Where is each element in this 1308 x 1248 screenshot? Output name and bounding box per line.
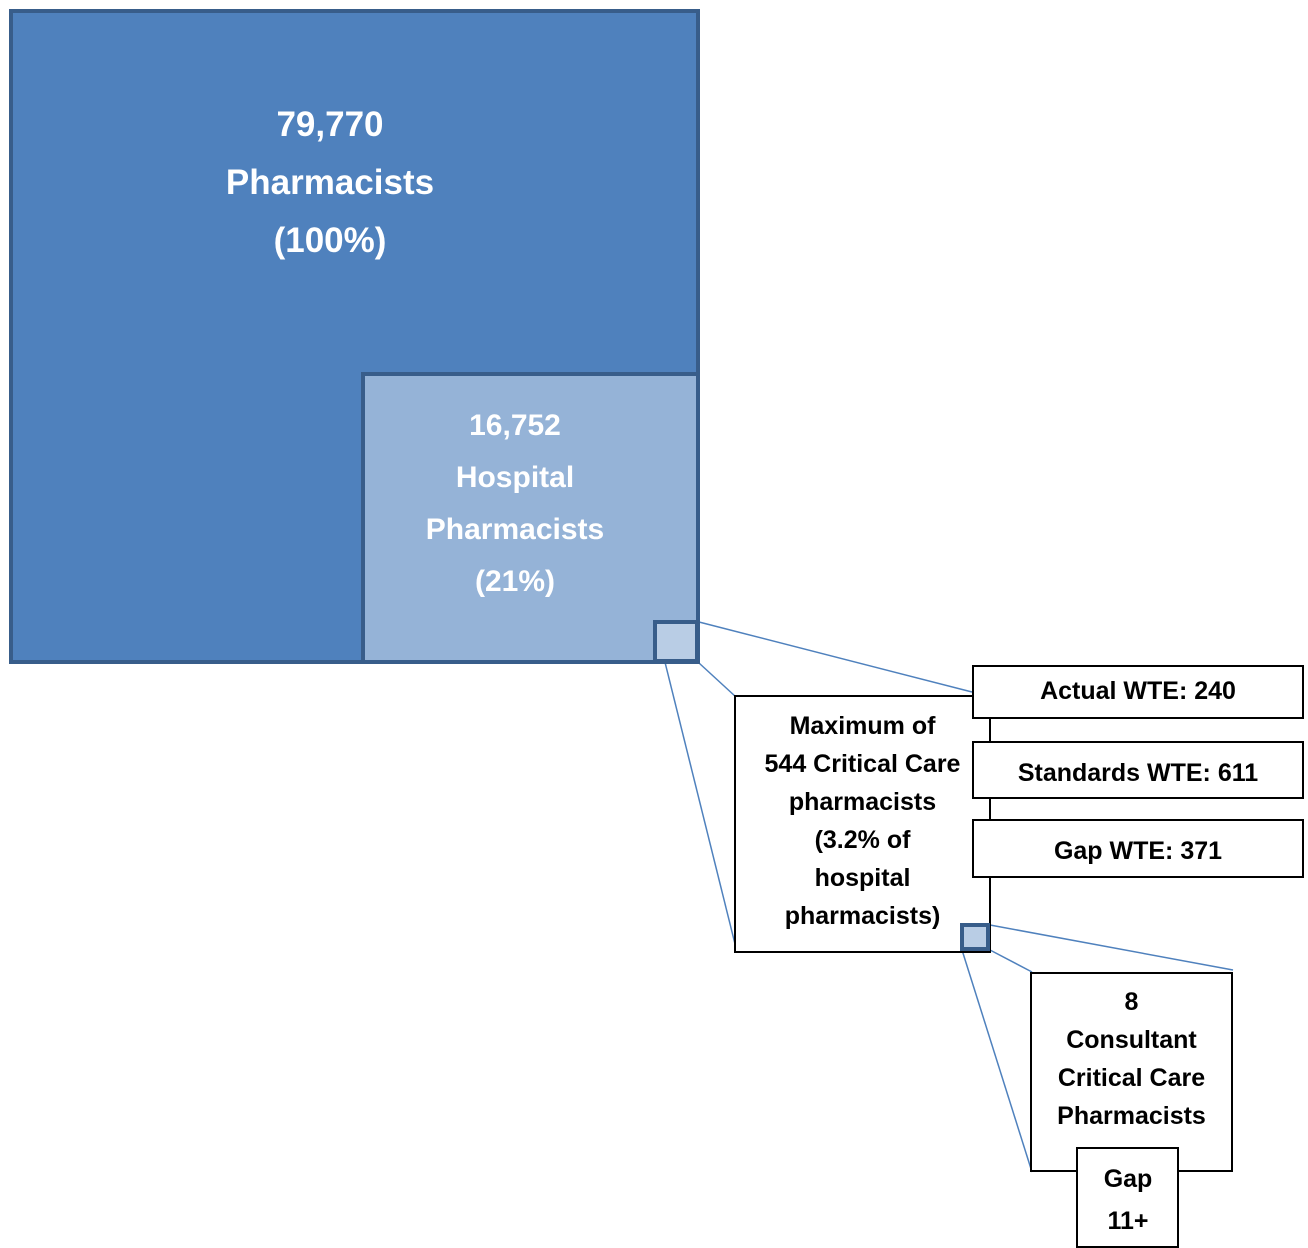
- hospital-pharmacists-count: 16,752: [469, 409, 561, 442]
- actual-wte-label: Actual WTE: 240: [1040, 677, 1236, 705]
- critical-care-label: Maximum of 544 Critical Care pharmacists…: [738, 707, 987, 935]
- consultant-gap-label: Gap 11+: [1078, 1158, 1178, 1242]
- connector-line: [654, 621, 737, 949]
- gap-wte-label: Gap WTE: 371: [1053, 837, 1223, 865]
- hospital-pharmacists-square: [361, 372, 700, 664]
- consultant-title-1: Consultant: [1066, 1026, 1197, 1054]
- critical-care-line: 544 Critical Care: [764, 750, 961, 778]
- all-pharmacists-label: 79,770 Pharmacists (100%): [130, 96, 530, 270]
- actual-wte-box: Actual WTE: 240: [972, 665, 1304, 719]
- consultant-gap-title: Gap: [1103, 1165, 1153, 1193]
- critical-care-line: hospital: [814, 864, 911, 892]
- consultant-label: 8 Consultant Critical Care Pharmacists: [1030, 983, 1233, 1135]
- connector-line: [989, 924, 1234, 971]
- hospital-pharmacists-percent: (21%): [474, 565, 556, 598]
- hospital-pharmacists-label: 16,752 Hospital Pharmacists (21%): [365, 400, 665, 608]
- consultant-count: 8: [1124, 988, 1139, 1016]
- critical-care-line: pharmacists): [784, 902, 941, 930]
- consultant-zoom-square: [960, 923, 990, 951]
- critical-care-line: Maximum of: [789, 712, 936, 740]
- critical-care-zoom-square: [653, 620, 699, 663]
- connector-line: [989, 949, 1033, 973]
- connector-line: [961, 949, 1033, 1173]
- standards-wte-label: Standards WTE: 611: [1017, 759, 1259, 787]
- consultant-gap-box: [1076, 1147, 1179, 1248]
- gap-wte-box: Gap WTE: 371: [972, 819, 1304, 878]
- standards-wte-box: Standards WTE: 611: [972, 741, 1304, 799]
- all-pharmacists-percent: (100%): [273, 221, 387, 260]
- connector-line: [698, 662, 737, 698]
- critical-care-line: (3.2% of: [814, 826, 911, 854]
- consultant-title-2: Critical Care: [1057, 1064, 1206, 1092]
- consultant-title-3: Pharmacists: [1057, 1102, 1206, 1130]
- consultant-gap-value: 11+: [1107, 1207, 1149, 1235]
- all-pharmacists-count: 79,770: [276, 105, 384, 144]
- all-pharmacists-title: Pharmacists: [225, 163, 435, 202]
- hospital-pharmacists-title-2: Pharmacists: [425, 513, 605, 546]
- critical-care-line: pharmacists: [788, 788, 937, 816]
- hospital-pharmacists-title-1: Hospital: [455, 461, 575, 494]
- connector-line: [698, 621, 973, 693]
